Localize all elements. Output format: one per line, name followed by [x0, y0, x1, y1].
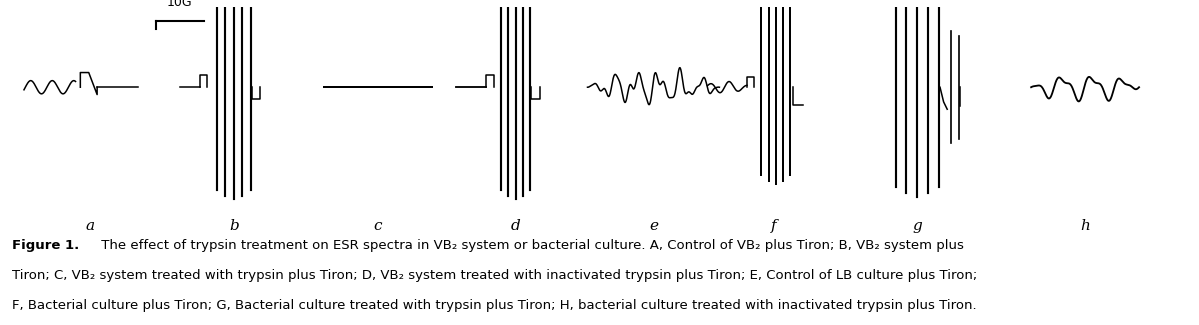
Text: b: b [229, 218, 239, 232]
Text: g: g [912, 218, 922, 232]
Text: Figure 1.: Figure 1. [12, 239, 79, 252]
Text: f: f [771, 218, 776, 232]
Text: c: c [373, 218, 382, 232]
Text: Tiron; C, VB₂ system treated with trypsin plus Tiron; D, VB₂ system treated with: Tiron; C, VB₂ system treated with trypsi… [12, 268, 977, 281]
Text: The effect of trypsin treatment on ESR spectra in VB₂ system or bacterial cultur: The effect of trypsin treatment on ESR s… [97, 239, 964, 252]
Text: d: d [511, 218, 520, 232]
Text: h: h [1080, 218, 1090, 232]
Text: a: a [85, 218, 95, 232]
Text: e: e [649, 218, 658, 232]
Text: F, Bacterial culture plus Tiron; G, Bacterial culture treated with trypsin plus : F, Bacterial culture plus Tiron; G, Bact… [12, 299, 976, 312]
Text: 10G: 10G [167, 0, 193, 9]
